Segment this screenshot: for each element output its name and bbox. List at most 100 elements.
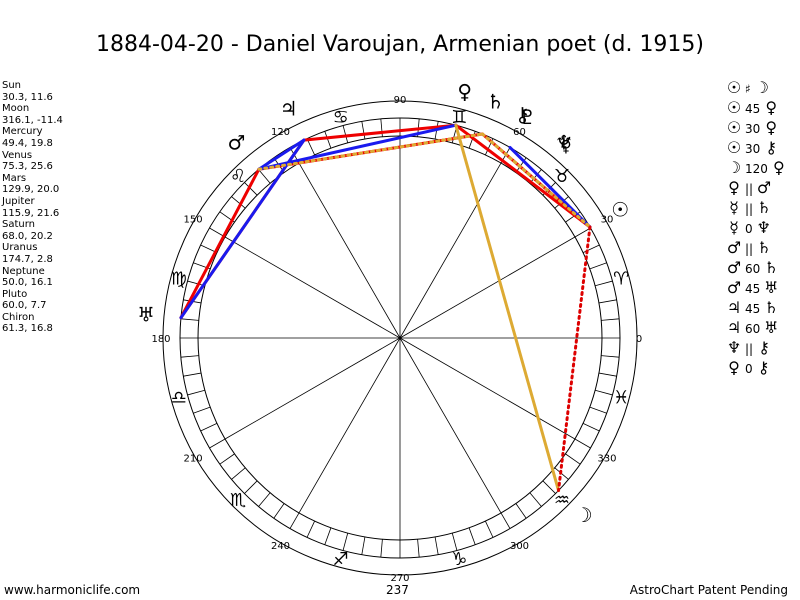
parallel-icon: || [745, 342, 754, 356]
sagittarius-icon: ♐ [333, 549, 349, 570]
band-tick [380, 118, 383, 137]
aspect-line [454, 123, 561, 493]
pisces-icon: ♓ [613, 387, 629, 408]
band-tick [565, 453, 581, 465]
band-tick [258, 492, 271, 507]
parallel-icon: || [745, 242, 754, 256]
aspect-line [454, 123, 592, 229]
band-tick [306, 520, 315, 538]
leo-icon: ♌ [230, 166, 246, 187]
aspect-row: ☉ 30 ⚷ [726, 138, 787, 158]
parallel-icon: || [745, 182, 754, 196]
pluto-icon: ♇ [519, 105, 537, 129]
mars-icon: ♂ [726, 238, 742, 257]
band-tick [193, 406, 211, 414]
aspect-angle: 0 [745, 362, 753, 376]
planet-name: Mercury [2, 126, 43, 138]
band-tick [500, 512, 511, 529]
mars-icon: ♂ [726, 258, 742, 277]
band-tick [258, 169, 271, 184]
aspect-row: ♆ || ⚷ [726, 338, 787, 358]
band-tick [306, 138, 315, 156]
aspect-row: ♀ || ♂ [726, 178, 787, 198]
spoke-line [224, 337, 401, 440]
band-tick [595, 389, 613, 396]
moon-icon: ☽ [754, 78, 769, 97]
planet-position-value: 129.9, 20.0 [2, 184, 60, 196]
venus-icon: ♀ [765, 118, 778, 137]
parallel-icon: || [745, 202, 754, 216]
band-tick [219, 453, 235, 465]
uranus-icon: ♅ [764, 278, 779, 297]
band-tick [582, 423, 600, 432]
virgo-icon: ♍ [171, 269, 187, 290]
band-tick [180, 318, 199, 321]
planet-position-value: 316.1, -11.4 [2, 114, 63, 126]
degree-label: 120 [271, 127, 290, 138]
aspect-row: ☉ ♯ ☽ [726, 78, 787, 98]
aquarius-icon: ♒ [554, 490, 570, 511]
sun-icon: ☉ [726, 138, 742, 157]
band-tick [200, 423, 218, 432]
planet-name: Jupiter [2, 195, 35, 207]
libra-icon: ♎ [171, 387, 187, 408]
band-tick [324, 131, 332, 149]
cancer-icon: ♋ [333, 107, 349, 128]
planet-name: Saturn [2, 219, 36, 231]
uranus-icon: ♅ [764, 318, 779, 337]
taurus-icon: ♉ [554, 166, 570, 187]
planet-name: Chiron [2, 311, 35, 323]
saturn-icon: ♄ [756, 238, 772, 257]
aspect-angle: 60 [745, 322, 761, 336]
band-tick [515, 503, 527, 519]
band-tick [595, 280, 613, 287]
band-tick [244, 182, 258, 196]
band-tick [361, 121, 366, 140]
jupiter-icon: ♃ [280, 97, 298, 121]
aspect-angle: 0 [745, 222, 753, 236]
aspect-line [302, 123, 458, 142]
footer-website: www.harmoniclife.com [4, 583, 141, 597]
sun-icon: ☉ [611, 197, 629, 221]
aspect-angle: 120 [745, 162, 768, 176]
band-tick [589, 262, 607, 270]
planet-position-value: 115.9, 21.6 [2, 207, 60, 219]
band-tick [361, 536, 366, 555]
degree-label: 240 [271, 541, 290, 552]
aspect-row: ♃ 60 ♅ [726, 318, 787, 338]
band-tick [244, 480, 258, 494]
venus-icon: ♀ [773, 158, 785, 177]
outer-circle [162, 100, 638, 576]
capricorn-icon: ♑ [451, 549, 467, 570]
planet-name: Uranus [2, 242, 38, 254]
spoke-line [298, 337, 401, 514]
planet-position-value: 30.3, 11.6 [2, 91, 53, 103]
aspect-angle: 30 [745, 122, 761, 136]
planet-positions-list: Sun 30.3, 11.6 Moon 316.1, -11.4 Mercury 49.4… [2, 80, 63, 335]
band-tick [598, 372, 617, 377]
aspect-line [480, 132, 592, 229]
aspect-list: ☉ ♯ ☽ ☉ 45 ♀ ☉ 30 ♀ ☉ 30 ⚷ ☽ 120 ♀ ♀ || ♂ ☿ || ♄ ☿ 0 ♆ ♂ || ♄ ♂ 60 ♄ ♂… [726, 78, 787, 378]
aspect-angle: 45 [745, 102, 761, 116]
spoke-line [399, 162, 502, 339]
aspect-line [257, 132, 484, 171]
planet-name: Venus [2, 149, 33, 161]
degree-label: 150 [183, 215, 202, 226]
footer-center-number: 237 [386, 583, 409, 597]
spoke-line [399, 337, 576, 440]
band-tick [601, 318, 620, 321]
planet-position-value: 60.0, 7.7 [2, 300, 47, 312]
venus-icon: ♀ [728, 178, 740, 197]
band-tick [187, 389, 205, 396]
band-tick [589, 406, 607, 414]
spoke-line [298, 162, 401, 339]
aspect-line [179, 167, 261, 320]
spoke-line [399, 236, 576, 339]
chiron-icon: ⚷ [765, 138, 778, 157]
degree-label: 90 [394, 95, 407, 106]
chiron-icon: ⚷ [515, 102, 530, 126]
gemini-icon: ♊ [451, 107, 467, 128]
spoke-line [399, 337, 502, 514]
band-tick [468, 527, 476, 545]
aspect-angle: 60 [745, 262, 761, 276]
